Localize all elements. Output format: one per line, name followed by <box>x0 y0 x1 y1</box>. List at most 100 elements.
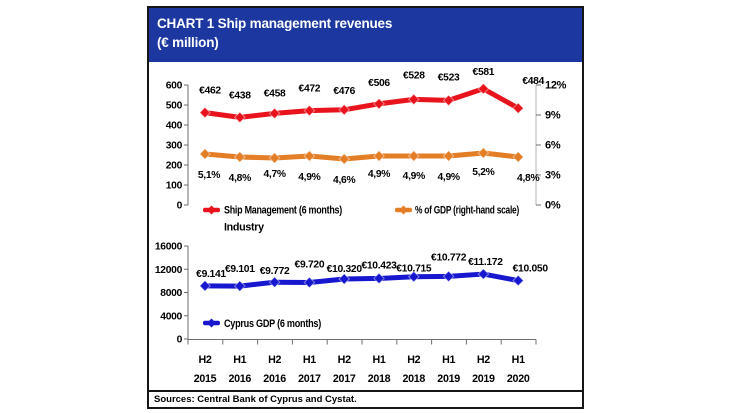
top-left-axis-tick-label: 300 <box>166 141 183 152</box>
gdp-pct-series-point-marker <box>233 151 246 163</box>
revenue-series-point-marker <box>338 103 351 116</box>
revenue-legend-marker-point <box>207 205 216 215</box>
x-axis-year-label: 2018 <box>403 373 426 385</box>
cyprus-gdp-data-label: €9.101 <box>225 264 255 275</box>
top-left-axis-tick-label: 100 <box>166 181 183 192</box>
x-axis-year-label: 2016 <box>229 373 252 385</box>
gdp-pct-legend-marker-point <box>399 205 408 215</box>
cyprus-gdp-data-label: €10.715 <box>396 264 432 275</box>
x-axis-half-label: H2 <box>477 354 490 366</box>
chart-header: CHART 1 Ship management revenues (€ mill… <box>149 8 582 62</box>
top-right-axis-tick-label: 6% <box>545 140 561 152</box>
chart-subtitle-units: (€ million) <box>157 34 219 50</box>
cyprus-gdp-data-label: €9.772 <box>260 266 290 277</box>
x-axis-year-label: 2017 <box>298 373 321 385</box>
revenue-series-point-marker <box>477 82 490 95</box>
x-axis-half-label: H2 <box>407 354 420 366</box>
top-right-axis-tick-label: 0% <box>545 200 561 212</box>
gdp-pct-series-point-marker <box>477 147 490 159</box>
chart-card: CHART 1 Ship management revenues (€ mill… <box>147 6 584 409</box>
cyprus-gdp-series-point-marker <box>407 270 420 283</box>
gdp-pct-series-point-marker <box>303 150 316 162</box>
revenue-series-point-marker <box>268 107 281 120</box>
revenue-data-label: €458 <box>264 88 286 99</box>
cyprus-gdp-data-label: €9.141 <box>196 269 226 280</box>
cyprus-gdp-data-label: €10.423 <box>361 260 397 271</box>
gdp-pct-series-line <box>202 150 521 162</box>
chart-source-note: Sources: Central Bank of Cyprus and Cyst… <box>149 390 582 407</box>
x-axis-half-label: H1 <box>372 354 385 366</box>
revenue-series-point-marker <box>512 102 525 115</box>
cyprus-gdp-data-label: €10.050 <box>513 264 549 275</box>
cyprus-gdp-legend-label: Cyprus GDP (6 months) <box>224 318 322 330</box>
gdp-pct-legend-label: % of GDP (right-hand scale) <box>415 205 520 217</box>
x-axis-half-label: H2 <box>338 354 351 366</box>
revenue-data-label: €438 <box>229 90 251 101</box>
revenue-data-label: €506 <box>368 78 390 89</box>
cyprus-gdp-data-label: €9.720 <box>295 260 325 271</box>
top-left-axis-tick-label: 600 <box>166 81 183 92</box>
chart-canvas: 600 500 400 300 200 100 0 12% 9% 6% 3% 0% 16000 12000… <box>155 67 567 385</box>
cyprus-gdp-data-label: €11.172 <box>468 257 503 268</box>
revenue-series-point-marker <box>303 104 316 117</box>
gdp-pct-data-label: 4,6% <box>333 175 355 186</box>
bottom-left-axis-tick-label: 8000 <box>160 288 182 299</box>
x-axis-year-label: 2018 <box>368 373 391 385</box>
gdp-pct-data-label: 4,9% <box>368 169 390 180</box>
gdp-pct-data-label: 4,8% <box>517 173 539 184</box>
revenue-legend-label-line2: Industry <box>224 222 264 234</box>
gdp-pct-data-label: 5,1% <box>198 170 220 181</box>
top-left-axis-tick-label: 500 <box>166 101 183 112</box>
gdp-pct-series-point-marker <box>512 151 525 163</box>
gdp-pct-data-label: 4,9% <box>437 172 459 183</box>
gdp-pct-data-label: 4,8% <box>229 173 251 184</box>
x-axis-year-label: 2019 <box>437 373 460 385</box>
cyprus-gdp-data-label: €10.320 <box>327 264 363 275</box>
gdp-pct-series-point-marker <box>338 153 351 165</box>
top-right-axis-tick-label: 9% <box>545 110 561 122</box>
chart-title: CHART 1 Ship management revenues <box>157 16 393 31</box>
x-axis-half-label: H1 <box>512 354 525 366</box>
x-axis-half-label: H1 <box>303 354 316 366</box>
cyprus-gdp-legend-marker-point <box>207 318 216 328</box>
revenue-series-point-marker <box>199 106 211 119</box>
cyprus-gdp-series-point-marker <box>373 272 385 285</box>
gdp-pct-data-label: 4,9% <box>298 172 320 183</box>
x-axis-year-label: 2019 <box>472 373 495 385</box>
revenue-data-label: €581 <box>473 67 495 78</box>
revenue-data-label: €476 <box>333 86 355 97</box>
cyprus-gdp-series-line <box>202 271 521 289</box>
gdp-pct-series-point-marker <box>199 148 211 160</box>
gdp-pct-data-label: 4,9% <box>403 171 425 182</box>
bottom-left-axis-tick-label: 4000 <box>160 311 182 322</box>
x-axis-year-label: 2020 <box>507 373 530 385</box>
top-left-axis-tick-label: 400 <box>166 121 183 132</box>
cyprus-gdp-series-point-marker <box>199 279 211 292</box>
x-axis-year-label: 2016 <box>263 373 286 385</box>
top-right-axis-tick-label: 12% <box>545 80 567 92</box>
bottom-left-axis-tick-label: 16000 <box>155 242 183 253</box>
gdp-pct-series-point-marker <box>407 150 420 162</box>
cyprus-gdp-series-point-marker <box>303 276 316 289</box>
x-axis-half-label: H2 <box>268 354 281 366</box>
top-left-axis-tick-label: 200 <box>166 161 183 172</box>
gdp-pct-series-point-marker <box>268 152 281 164</box>
x-axis-year-label: 2017 <box>333 373 356 385</box>
gdp-pct-data-label: 4,7% <box>263 169 285 180</box>
cyprus-gdp-series-point-marker <box>442 270 455 283</box>
revenue-legend-label-line1: Ship Management (6 months) <box>224 205 343 217</box>
revenue-data-label: €528 <box>403 70 425 81</box>
bottom-left-axis-tick-label: 0 <box>177 335 183 346</box>
cyprus-gdp-series-point-marker <box>338 273 351 285</box>
top-left-axis-tick-label: 0 <box>177 201 183 212</box>
x-axis-half-label: H2 <box>198 354 211 366</box>
revenue-data-label: €472 <box>299 84 321 95</box>
cyprus-gdp-series-point-marker <box>512 274 525 287</box>
x-axis-half-label: H1 <box>442 354 455 366</box>
cyprus-gdp-series-point-marker <box>268 276 281 289</box>
revenue-series-point-marker <box>442 94 455 107</box>
cyprus-gdp-series-point-marker <box>233 280 246 293</box>
revenue-series-point-marker <box>407 93 420 106</box>
top-right-axis-tick-label: 3% <box>545 170 561 182</box>
